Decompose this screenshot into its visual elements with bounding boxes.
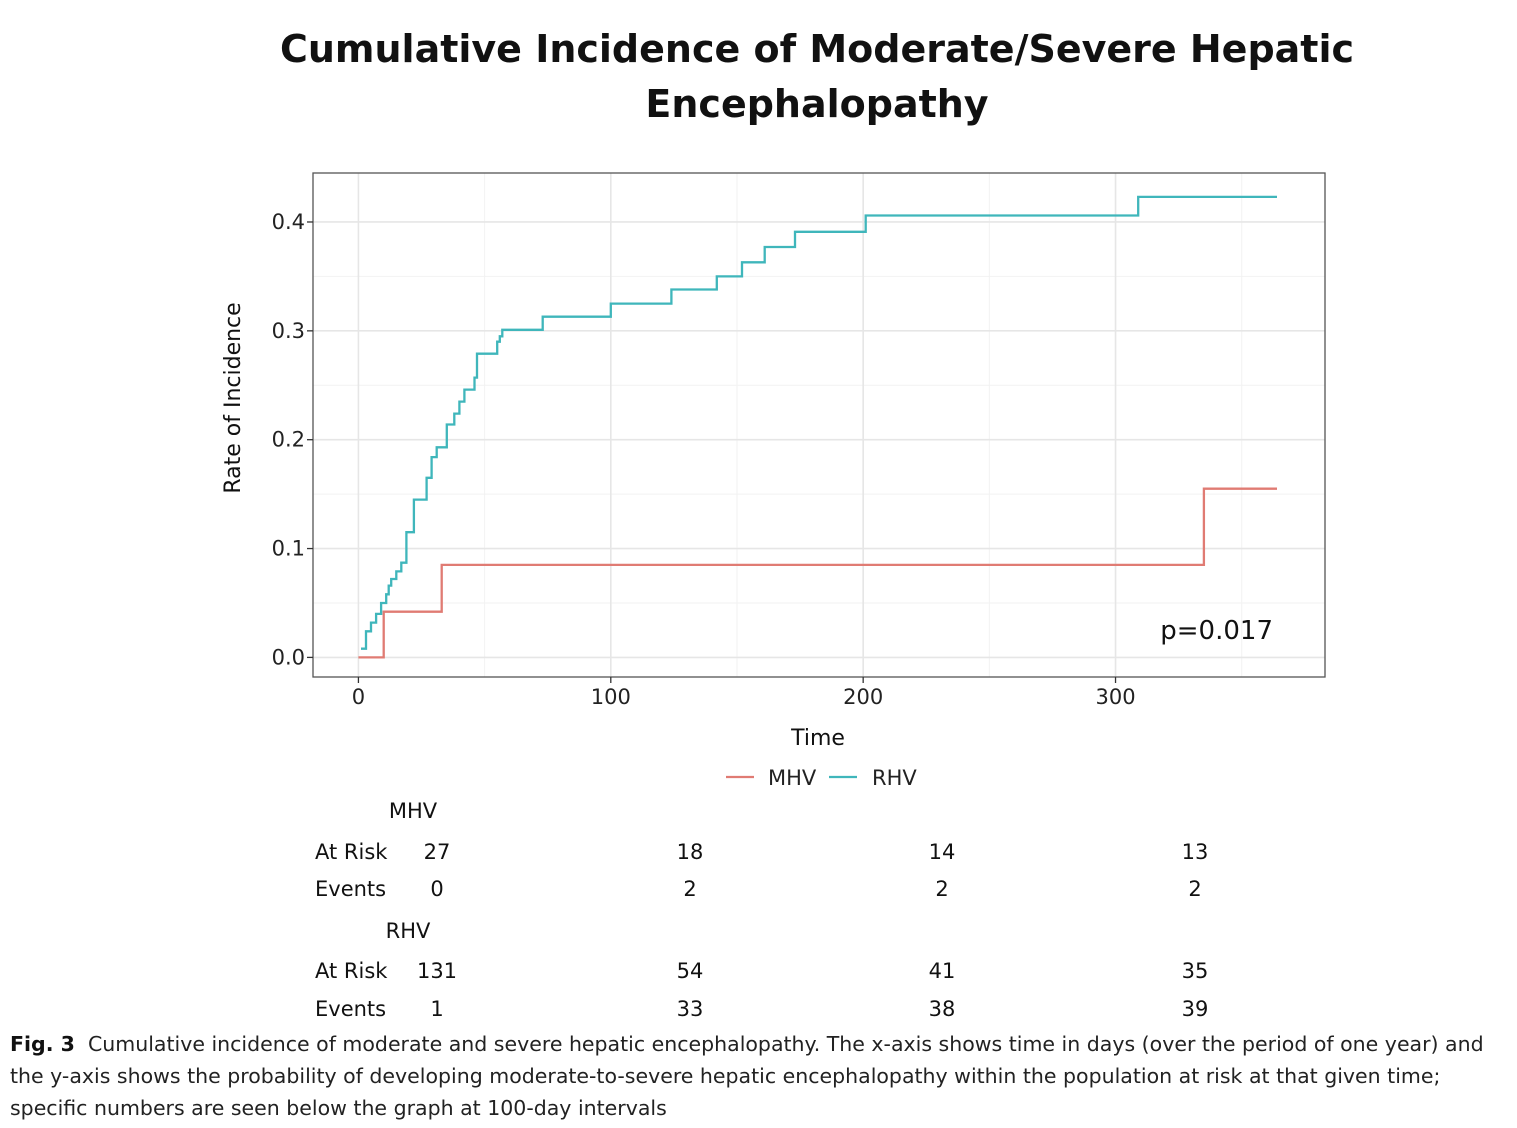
- risk-table-cell: 18: [677, 840, 704, 864]
- risk-table-cell: 35: [1182, 959, 1209, 983]
- incidence-chart: Cumulative Incidence of Moderate/Severe …: [221, 27, 1354, 1021]
- x-tick-label-1: 100: [591, 685, 631, 709]
- legend-label-mhv: MHV: [768, 766, 817, 790]
- x-tick-label-0: 0: [352, 685, 365, 709]
- risk-table-group-mhv: MHV: [389, 799, 438, 823]
- series-line-rhv: [361, 195, 1277, 650]
- risk-table-cell: 38: [929, 997, 956, 1021]
- risk-table-cell: 14: [929, 840, 956, 864]
- x-tick-label-3: 300: [1095, 685, 1135, 709]
- series-layer: [358, 195, 1277, 659]
- x-axis-title: Time: [790, 726, 845, 751]
- risk-table-cell: 54: [677, 959, 704, 983]
- risk-table-cell: 33: [677, 997, 704, 1021]
- figure-label: Fig. 3: [10, 1032, 75, 1056]
- risk-table-cell: 41: [929, 959, 956, 983]
- risk-table-cell: 131: [417, 959, 457, 983]
- risk-table-cell: 2: [935, 877, 948, 901]
- y-tick-label-2: 0.2: [272, 428, 305, 452]
- risk-table-cell: 1: [430, 997, 443, 1021]
- risk-table-row-label: Events: [315, 877, 386, 901]
- chart-title-line-1: Cumulative Incidence of Moderate/Severe …: [280, 27, 1354, 71]
- legend-label-rhv: RHV: [872, 766, 917, 790]
- risk-table-row-label: At Risk: [315, 959, 388, 983]
- risk-table-cell: 27: [424, 840, 451, 864]
- y-axis-title: Rate of Incidence: [221, 302, 246, 493]
- risk-table-cell: 0: [430, 877, 443, 901]
- x-tick-label-2: 200: [843, 685, 883, 709]
- figure-caption-text: Cumulative incidence of moderate and sev…: [10, 1032, 1484, 1120]
- y-tick-label-1: 0.1: [272, 537, 305, 561]
- risk-table-cell: 13: [1182, 840, 1209, 864]
- axes: 0 100 200 300 0.0 0.1 0.2 0.3 0.4: [272, 210, 1136, 709]
- chart-title: Cumulative Incidence of Moderate/Severe …: [280, 27, 1354, 126]
- risk-table-row-label: Events: [315, 997, 386, 1021]
- risk-table-group-rhv: RHV: [386, 919, 431, 943]
- legend: MHV RHV: [726, 766, 917, 790]
- grid: [313, 173, 1325, 677]
- figure-caption: Fig. 3 Cumulative incidence of moderate …: [10, 1028, 1510, 1124]
- risk-table-cell: 2: [1188, 877, 1201, 901]
- y-tick-label-4: 0.4: [272, 210, 305, 234]
- series-line-mhv: [358, 487, 1277, 659]
- risk-table-cell: 39: [1182, 997, 1209, 1021]
- y-tick-label-3: 0.3: [272, 319, 305, 343]
- p-value-annotation: p=0.017: [1160, 616, 1273, 646]
- risk-table-row-label: At Risk: [315, 840, 388, 864]
- chart-title-line-2: Encephalopathy: [645, 82, 988, 126]
- risk-table-cell: 2: [683, 877, 696, 901]
- y-tick-label-0: 0.0: [272, 645, 305, 669]
- plot-panel-border: [312, 172, 1326, 678]
